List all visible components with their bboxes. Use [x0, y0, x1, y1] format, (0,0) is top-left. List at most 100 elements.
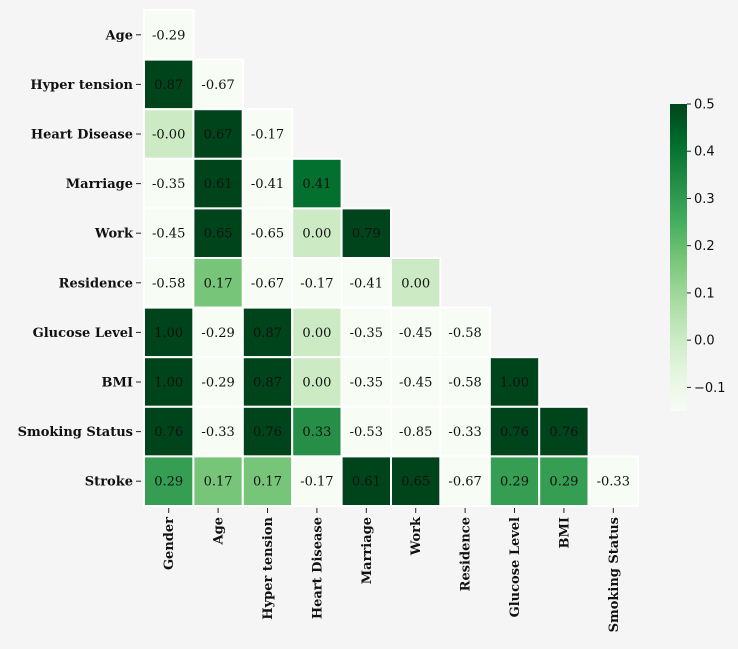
y-tick-label: Hyper tension: [30, 78, 133, 93]
y-axis-labels: Age Hyper tension Heart Disease Marriage Wor…: [18, 28, 141, 490]
cell-value-label: -0.58: [448, 376, 481, 391]
cell-value-label: -0.58: [448, 326, 481, 341]
x-tick-label: Age: [212, 517, 227, 545]
x-tick-label: Work: [409, 516, 424, 556]
cell-value-label: -0.35: [350, 376, 383, 391]
cell-value-label: -0.17: [251, 128, 284, 143]
cell-value-label: -0.29: [201, 326, 234, 341]
cell-value-label: 0.76: [549, 425, 578, 440]
y-tick-label: Glucose Level: [33, 326, 133, 341]
heatmap-cell: [241, 455, 294, 507]
cell-value-label: -0.53: [350, 425, 383, 440]
cell-value-label: 0.41: [302, 177, 331, 192]
cell-value-label: -0.58: [152, 276, 185, 291]
heatmap-cell: [587, 455, 639, 507]
x-tick-label: Gender: [162, 517, 177, 570]
colorbar-tick-label: 0.5: [694, 98, 715, 113]
cell-value-label: -0.45: [152, 227, 185, 242]
x-tick-label: BMI: [557, 517, 572, 548]
colorbar-tick-label: 0.2: [694, 239, 715, 254]
cell-value-label: -0.67: [251, 276, 284, 291]
cell-value-label: 0.00: [302, 376, 331, 391]
heatmap-cell: [291, 157, 343, 210]
heatmap-cell: [291, 207, 343, 259]
colorbar-tick-label: −0.1: [694, 381, 726, 396]
colorbar: 0.5 0.4 0.3 0.2 0.1 0.0 −0.1: [670, 98, 726, 411]
heatmap-cell: [143, 257, 195, 309]
cells-layer: -0.29 0.87 -0.67 -0.00 0.67 -0.17 -0.35 0.61 -0.…: [143, 9, 639, 507]
x-tick-label: Marriage: [360, 517, 375, 584]
y-tick-label: Age: [105, 28, 133, 43]
cell-value-label: 0.87: [253, 376, 282, 391]
heatmap-cell: [192, 157, 244, 210]
cell-value-label: 1.00: [500, 376, 529, 391]
cell-value-label: 0.29: [500, 475, 529, 490]
heatmap-cell: [143, 356, 195, 408]
cell-value-label: -0.35: [152, 177, 185, 192]
x-tick-label: Smoking Status: [607, 517, 622, 632]
cell-value-label: 0.17: [253, 475, 282, 490]
y-tick-label: Residence: [59, 276, 133, 291]
heatmap-cell: [488, 455, 541, 507]
cell-value-label: 0.29: [549, 475, 578, 490]
cell-value-label: 0.76: [154, 425, 183, 440]
cell-value-label: 0.29: [154, 475, 183, 490]
x-tick-label: Residence: [459, 517, 474, 591]
cell-value-label: -0.29: [152, 28, 185, 43]
cell-value-label: 0.65: [401, 475, 430, 490]
cell-value-label: 1.00: [154, 326, 183, 341]
heatmap-cell: [340, 455, 393, 507]
cell-value-label: -0.33: [201, 425, 234, 440]
cell-value-label: -0.45: [399, 376, 432, 391]
cell-value-label: -0.41: [350, 276, 383, 291]
cell-value-label: 0.87: [253, 326, 282, 341]
cell-value-label: -0.17: [300, 276, 333, 291]
heatmap-cell: [192, 207, 244, 259]
colorbar-tick-label: 0.0: [694, 334, 715, 349]
y-tick-label: Work: [94, 227, 134, 242]
cell-value-label: 0.76: [253, 425, 282, 440]
heatmap-cell: [488, 356, 541, 408]
heatmap-cell: [192, 455, 244, 507]
heatmap-cell: [340, 257, 393, 309]
cell-value-label: 1.00: [154, 376, 183, 391]
heatmap-cell: [241, 108, 294, 160]
heatmap-cell: [291, 257, 343, 309]
heatmap-cell: [390, 306, 442, 359]
cell-value-label: 0.00: [302, 227, 331, 242]
x-tick-label: Hyper tension: [261, 516, 276, 619]
cell-value-label: 0.87: [154, 78, 183, 93]
cell-value-label: -0.33: [448, 425, 481, 440]
cell-value-label: 0.61: [204, 177, 233, 192]
heatmap-cell: [291, 455, 343, 507]
cell-value-label: -0.67: [448, 475, 481, 490]
cell-value-label: 0.00: [401, 276, 430, 291]
heatmap-cell: [143, 306, 195, 359]
colorbar-tick-label: 0.4: [694, 145, 715, 160]
heatmap-cell: [143, 405, 195, 458]
y-tick-label: Stroke: [85, 475, 133, 490]
y-tick-label: BMI: [102, 376, 133, 391]
cell-value-label: -0.33: [597, 475, 630, 490]
x-tick-label: Glucose Level: [508, 517, 523, 617]
heatmap-cell: [538, 455, 590, 507]
cell-value-label: -0.45: [399, 326, 432, 341]
y-tick-label: Smoking Status: [18, 425, 133, 440]
heatmap-cell: [192, 257, 244, 309]
heatmap-cell: [538, 405, 590, 458]
cell-value-label: 0.00: [302, 326, 331, 341]
colorbar-tick-label: 0.1: [694, 286, 715, 301]
colorbar-gradient: [670, 104, 687, 411]
cell-value-label: -0.29: [201, 376, 234, 391]
x-axis-labels: Gender Age Hyper tension Heart Disease Marri…: [162, 508, 622, 632]
colorbar-tick-label: 0.3: [694, 192, 715, 207]
y-tick-label: Heart Disease: [31, 128, 133, 143]
heatmap-cell: [390, 257, 442, 309]
cell-value-label: 0.17: [204, 276, 233, 291]
heatmap-cell: [390, 455, 442, 507]
cell-value-label: 0.65: [204, 227, 233, 242]
cell-value-label: -0.85: [399, 425, 432, 440]
cell-value-label: 0.76: [500, 425, 529, 440]
